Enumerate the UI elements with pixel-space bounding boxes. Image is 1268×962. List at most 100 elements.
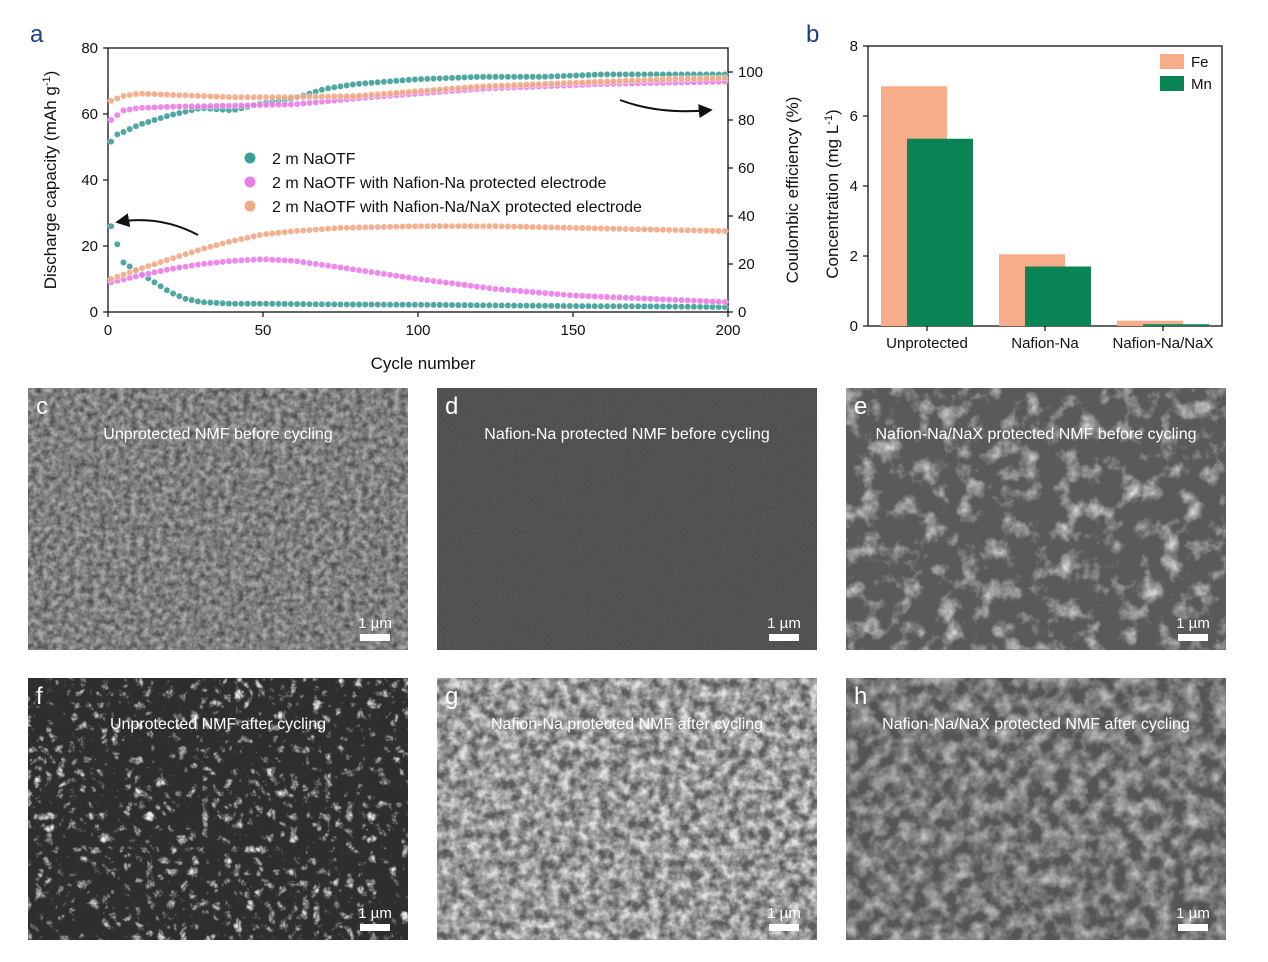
efficiency-point	[715, 74, 723, 82]
efficiency-point	[293, 93, 301, 101]
efficiency-point	[337, 92, 344, 100]
capacity-point	[436, 301, 444, 309]
sem-texture	[846, 678, 1226, 940]
capacity-point	[405, 274, 413, 282]
capacity-point	[547, 223, 555, 231]
efficiency-point	[436, 86, 444, 93]
efficiency-point	[318, 86, 326, 94]
efficiency-point	[231, 102, 239, 109]
capacity-point	[405, 222, 413, 230]
panel-b-ylabel: Concentration (mg L-1)	[823, 109, 842, 278]
capacity-point	[622, 302, 630, 310]
panel-a-plot-area	[107, 70, 729, 311]
efficiency-point	[690, 75, 698, 83]
capacity-point	[175, 292, 183, 300]
panel-a-letter: a	[30, 21, 44, 48]
efficiency-point	[442, 74, 450, 82]
efficiency-point	[355, 92, 363, 100]
efficiency-point	[194, 92, 202, 100]
capacity-point	[175, 264, 183, 272]
capacity-point	[374, 223, 382, 231]
efficiency-point	[163, 112, 171, 120]
capacity-point	[237, 235, 245, 243]
efficiency-point	[268, 93, 276, 101]
efficiency-point	[616, 70, 623, 78]
capacity-point	[318, 261, 326, 269]
capacity-point	[355, 266, 363, 274]
capacity-point	[516, 302, 524, 310]
efficiency-point	[206, 92, 214, 100]
arrow-to-right-axis	[619, 99, 713, 119]
capacity-point	[138, 264, 146, 272]
capacity-point	[231, 257, 239, 265]
capacity-point	[417, 222, 425, 230]
panel-b-legend: Fe Mn	[1160, 54, 1212, 93]
capacity-point	[603, 293, 611, 301]
efficiency-point	[244, 101, 251, 109]
efficiency-point	[628, 70, 636, 78]
x-tick-label: 100	[405, 322, 430, 339]
sem-texture	[28, 678, 408, 940]
capacity-point	[275, 229, 282, 237]
capacity-point	[268, 230, 276, 237]
capacity-point	[299, 300, 307, 308]
capacity-point	[665, 296, 673, 304]
sem-panel-d: d Nafion-Na protected NMF before cycling 1…	[437, 388, 817, 650]
capacity-point	[622, 294, 630, 302]
capacity-point	[659, 303, 667, 310]
category-label: Nafion-Na/NaX	[1113, 335, 1214, 352]
efficiency-point	[151, 103, 158, 111]
capacity-point	[399, 301, 406, 309]
x-tick-label: 200	[715, 322, 740, 339]
efficiency-point	[585, 78, 592, 86]
efficiency-point	[479, 73, 487, 81]
capacity-point	[374, 301, 382, 309]
capacity-point	[485, 284, 493, 292]
efficiency-point	[169, 91, 177, 99]
capacity-point	[237, 300, 245, 308]
capacity-point	[411, 222, 419, 230]
capacity-point	[293, 300, 301, 308]
capacity-point	[324, 225, 332, 233]
efficiency-point	[399, 88, 406, 96]
efficiency-point	[163, 103, 171, 111]
efficiency-point	[461, 84, 468, 92]
efficiency-point	[151, 90, 158, 98]
sem-panel-h: h Nafion-Na/NaX protected NMF after cycli…	[846, 678, 1226, 940]
efficiency-point	[355, 80, 363, 88]
capacity-point	[485, 222, 493, 230]
capacity-point	[609, 225, 617, 233]
capacity-point	[349, 301, 357, 308]
efficiency-point	[448, 85, 456, 93]
capacity-point	[355, 301, 363, 308]
panel-b-chart: Unprotected Nafion-Na Nafion-Na/NaX 0 2 4 6 8 C…	[823, 38, 1223, 352]
efficiency-point	[479, 82, 487, 90]
efficiency-point	[572, 79, 580, 87]
capacity-point	[647, 226, 654, 233]
capacity-point	[541, 223, 549, 231]
capacity-point	[330, 224, 338, 232]
capacity-point	[448, 222, 456, 230]
capacity-point	[678, 303, 685, 311]
efficiency-point	[547, 80, 555, 88]
efficiency-point	[541, 80, 549, 88]
efficiency-point	[231, 93, 239, 101]
capacity-point	[151, 268, 158, 276]
bar-mn	[907, 138, 973, 326]
efficiency-point	[237, 101, 245, 109]
capacity-point	[417, 275, 425, 283]
efficiency-point	[492, 73, 499, 81]
efficiency-point	[678, 75, 685, 83]
efficiency-point	[535, 73, 543, 81]
efficiency-point	[182, 91, 189, 99]
capacity-point	[194, 261, 202, 269]
efficiency-point	[560, 79, 568, 87]
panel-b-plot-area	[881, 86, 1209, 326]
efficiency-point	[361, 79, 369, 87]
capacity-point	[380, 270, 388, 278]
capacity-point	[436, 278, 444, 286]
capacity-point	[169, 254, 177, 262]
efficiency-point	[516, 73, 524, 81]
capacity-point	[628, 302, 636, 310]
scale-bar	[1178, 634, 1208, 641]
